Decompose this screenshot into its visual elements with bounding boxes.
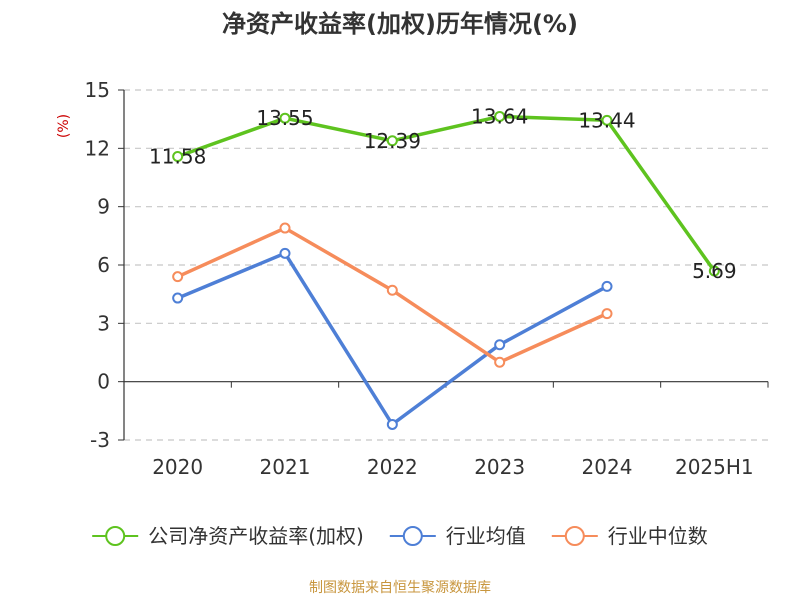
- axes: -3 0 3 6 9 12 15 2020 2021 2022 2023 2024 2025H1: [85, 78, 769, 479]
- x-tick-label: 2020: [152, 455, 203, 479]
- series-point: [494, 110, 506, 122]
- gridlines: [124, 89, 768, 441]
- data-labels: 11.58 13.55 12.39 13.64 13.44 5.69: [149, 104, 737, 283]
- y-axis-unit-label: (%): [56, 114, 72, 138]
- legend-label: 行业均值: [446, 524, 526, 548]
- series-line: [177, 251, 608, 427]
- series-point: [494, 339, 506, 351]
- series-point: [279, 112, 291, 124]
- series-point: [386, 418, 398, 430]
- data-label: 5.69: [692, 259, 737, 283]
- data-label: 13.64: [471, 104, 528, 128]
- series-point: [172, 151, 184, 162]
- legend-item: 行业均值: [389, 524, 526, 548]
- y-tick-label: 15: [85, 78, 110, 102]
- series-lines: [172, 110, 720, 430]
- legend-swatch-marker: [105, 526, 126, 546]
- legend-swatch-marker: [564, 526, 585, 546]
- x-tick-label: 2023: [474, 455, 525, 479]
- series-point: [279, 222, 291, 234]
- series-point: [708, 265, 720, 277]
- data-label: 11.58: [149, 145, 206, 169]
- series-point: [601, 280, 613, 292]
- series-point: [172, 271, 184, 283]
- y-tick-label: 12: [85, 136, 110, 160]
- x-tick-label: 2024: [582, 455, 633, 479]
- data-label: 13.55: [256, 106, 313, 130]
- x-tick-label: 2025H1: [675, 455, 754, 479]
- legend-label: 行业中位数: [608, 524, 708, 548]
- series-point: [601, 114, 613, 126]
- y-tick-label: 9: [97, 195, 110, 219]
- y-tick-label: -3: [90, 428, 110, 452]
- series-point: [386, 135, 398, 147]
- chart-title: 净资产收益率(加权)历年情况(%): [222, 10, 578, 38]
- data-label: 13.44: [578, 108, 635, 132]
- series-point: [279, 247, 291, 259]
- series-point: [172, 292, 184, 304]
- legend: 公司净资产收益率(加权) 行业均值 行业中位数: [92, 524, 708, 548]
- series-line: [177, 114, 716, 273]
- legend-item: 公司净资产收益率(加权): [92, 524, 364, 548]
- series-point: [494, 356, 506, 368]
- x-tick-label: 2022: [367, 455, 418, 479]
- y-tick-label: 0: [97, 370, 110, 394]
- x-tick-label: 2021: [260, 455, 311, 479]
- series-point: [601, 308, 613, 320]
- source-note: 制图数据来自恒生聚源数据库: [309, 580, 491, 596]
- y-tick-label: 6: [97, 253, 110, 277]
- series-point: [386, 284, 398, 296]
- y-tick-label: 3: [97, 311, 110, 335]
- legend-swatch-marker: [402, 526, 423, 546]
- data-label: 12.39: [364, 129, 421, 153]
- legend-label: 公司净资产收益率(加权): [148, 524, 364, 548]
- legend-item: 行业中位数: [551, 524, 708, 548]
